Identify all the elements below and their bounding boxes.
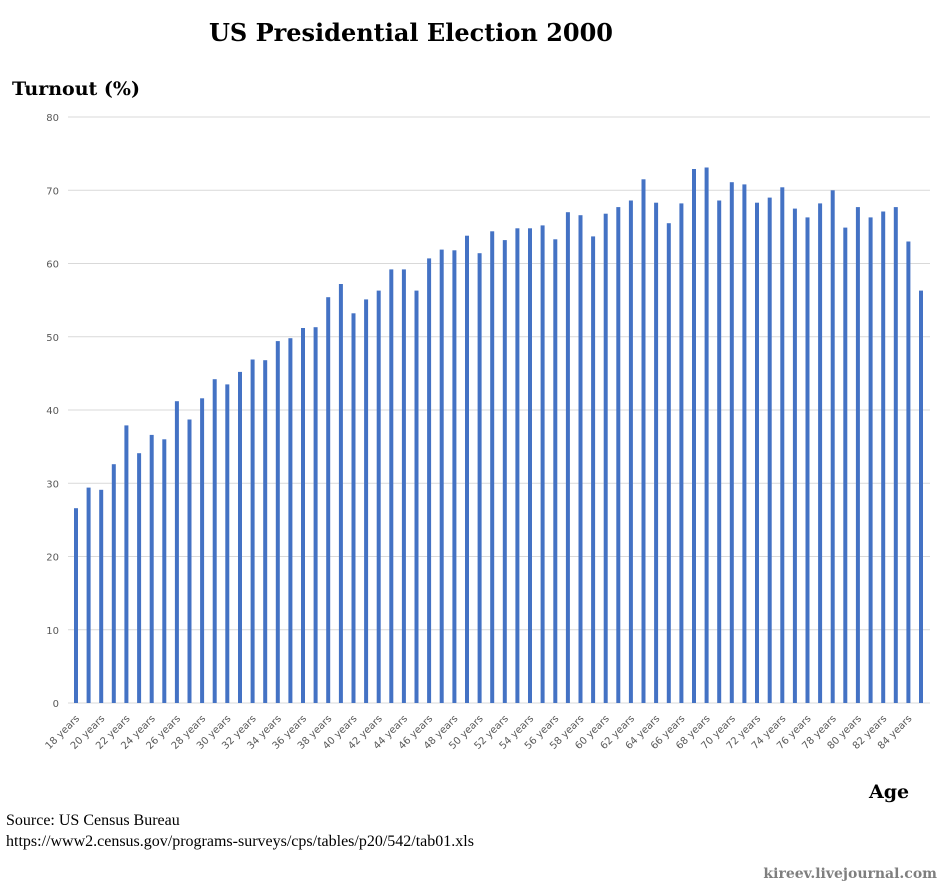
y-tick-label: 60 <box>46 260 59 271</box>
bar-80-years <box>855 207 860 703</box>
bar-66-years <box>679 203 684 703</box>
y-tick-label: 10 <box>46 626 59 637</box>
bar-85-years <box>919 290 923 703</box>
bar-30-years <box>225 384 230 703</box>
bar-62-years <box>628 200 633 703</box>
x-axis-label: Age <box>869 781 910 803</box>
bar-48-years <box>452 250 457 704</box>
bar-81-years <box>868 217 873 703</box>
source-url: https://www2.census.gov/programs-surveys… <box>6 833 474 850</box>
bar-58-years <box>578 215 583 703</box>
bar-41-years <box>364 299 369 703</box>
bars <box>74 167 923 704</box>
bar-50-years <box>477 253 482 703</box>
bar-57-years <box>565 212 570 703</box>
bar-53-years <box>515 228 520 704</box>
bar-75-years <box>792 208 797 703</box>
bar-71-years <box>742 184 747 703</box>
bar-39-years <box>338 284 343 703</box>
bar-76-years <box>805 217 810 703</box>
bar-27-years <box>187 419 192 703</box>
y-tick-label: 80 <box>46 113 59 124</box>
bar-29-years <box>212 379 217 703</box>
bar-20-years <box>99 489 104 703</box>
bar-40-years <box>351 313 356 703</box>
y-tick-label: 30 <box>46 479 59 490</box>
bar-59-years <box>591 236 596 703</box>
bar-49-years <box>465 235 469 703</box>
bar-19-years <box>86 487 91 703</box>
gridlines <box>68 116 930 704</box>
bar-31-years <box>238 371 242 703</box>
bar-26-years <box>174 401 179 703</box>
bar-67-years <box>692 169 696 703</box>
bar-34-years <box>275 341 280 703</box>
y-tick-label: 20 <box>46 553 59 564</box>
bar-83-years <box>893 207 898 703</box>
bar-25-years <box>162 439 167 703</box>
bar-52-years <box>502 240 507 703</box>
bar-43-years <box>389 269 394 703</box>
bar-47-years <box>439 249 444 703</box>
bar-51-years <box>490 231 495 704</box>
bar-79-years <box>843 227 848 703</box>
bar-23-years <box>137 453 142 703</box>
bar-21-years <box>111 464 116 703</box>
bar-36-years <box>301 328 305 703</box>
chart-title: US Presidential Election 2000 <box>208 18 614 47</box>
y-axis-label: Turnout (%) <box>12 78 140 100</box>
bar-56-years <box>553 239 558 704</box>
bar-44-years <box>401 269 406 703</box>
bar-33-years <box>263 360 268 703</box>
bar-37-years <box>313 327 318 703</box>
y-tick-label: 40 <box>46 406 59 417</box>
bar-73-years <box>767 197 772 703</box>
bar-55-years <box>540 225 545 703</box>
bar-84-years <box>906 241 911 703</box>
bar-54-years <box>528 228 532 704</box>
bar-45-years <box>414 290 419 703</box>
credit-watermark: kireev.livejournal.com <box>763 866 937 882</box>
bar-72-years <box>755 202 759 703</box>
bar-69-years <box>717 200 722 703</box>
bar-42-years <box>376 290 381 703</box>
bar-74-years <box>780 187 785 704</box>
y-tick-label: 50 <box>46 333 59 344</box>
bar-82-years <box>881 211 886 703</box>
bar-38-years <box>326 297 331 703</box>
bar-35-years <box>288 338 293 703</box>
y-tick-label: 0 <box>53 699 59 710</box>
bar-63-years <box>641 179 646 704</box>
bar-24-years <box>149 434 154 703</box>
bar-32-years <box>250 359 255 703</box>
bar-61-years <box>616 207 621 703</box>
bar-77-years <box>818 203 823 703</box>
bar-18-years <box>74 508 78 703</box>
bar-46-years <box>427 258 432 703</box>
y-axis-ticks: 0 10 20 30 40 50 60 70 80 <box>46 113 59 710</box>
bar-65-years <box>666 223 671 703</box>
bar-22-years <box>124 425 129 703</box>
source-line: Source: US Census Bureau <box>6 812 180 829</box>
y-tick-label: 70 <box>46 186 59 197</box>
bar-68-years <box>704 167 709 703</box>
bar-70-years <box>729 182 734 703</box>
bar-28-years <box>200 398 205 703</box>
bar-78-years <box>830 190 835 704</box>
bar-60-years <box>603 213 608 703</box>
bar-64-years <box>654 202 659 703</box>
source-note: Source: US Census Bureau https://www2.ce… <box>6 810 474 852</box>
